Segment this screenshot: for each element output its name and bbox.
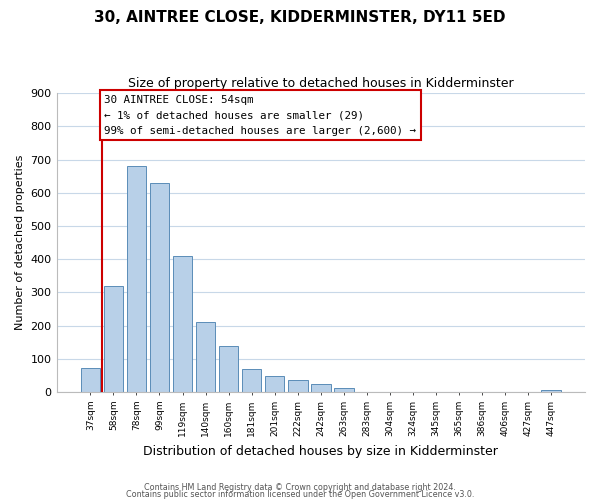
Bar [219, 346, 238, 392]
Bar [541, 390, 561, 392]
Text: 30, AINTREE CLOSE, KIDDERMINSTER, DY11 5ED: 30, AINTREE CLOSE, KIDDERMINSTER, DY11 5… [94, 10, 506, 25]
Bar [242, 369, 262, 392]
Text: Contains HM Land Registry data © Crown copyright and database right 2024.: Contains HM Land Registry data © Crown c… [144, 484, 456, 492]
Bar [173, 256, 193, 392]
Title: Size of property relative to detached houses in Kidderminster: Size of property relative to detached ho… [128, 78, 514, 90]
Bar [80, 368, 100, 392]
Bar [311, 384, 331, 392]
Bar [104, 286, 123, 392]
Bar [288, 380, 308, 392]
Bar [196, 322, 215, 392]
Bar [265, 376, 284, 392]
Text: 30 AINTREE CLOSE: 54sqm
← 1% of detached houses are smaller (29)
99% of semi-det: 30 AINTREE CLOSE: 54sqm ← 1% of detached… [104, 94, 416, 136]
Y-axis label: Number of detached properties: Number of detached properties [15, 155, 25, 330]
Bar [149, 183, 169, 392]
Text: Contains public sector information licensed under the Open Government Licence v3: Contains public sector information licen… [126, 490, 474, 499]
Bar [334, 388, 353, 392]
Bar [127, 166, 146, 392]
X-axis label: Distribution of detached houses by size in Kidderminster: Distribution of detached houses by size … [143, 444, 498, 458]
